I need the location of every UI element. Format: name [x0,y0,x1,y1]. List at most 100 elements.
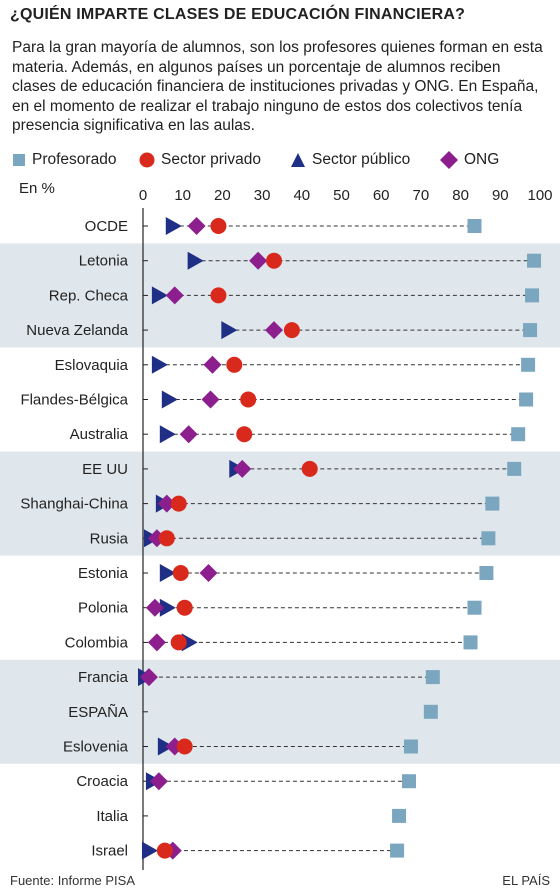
point-profesorado [523,323,538,338]
x-tick-label: 20 [214,187,231,204]
point-ong [203,355,222,374]
legend-square-icon [13,154,25,166]
x-tick-label: 0 [139,187,147,204]
point-profesorado [423,704,438,719]
legend-triangle-icon [291,153,305,167]
legend-label-publico: Sector público [312,151,411,168]
legend-item-ong: ONG [440,149,499,171]
legend-label-profesorado: Profesorado [32,151,117,168]
point-ong [249,251,268,270]
category-label: Eslovenia [63,739,129,756]
point-sector-publico [187,251,204,270]
point-sector-publico [165,217,182,235]
point-sector-publico [159,598,176,617]
point-profesorado [467,600,482,615]
point-ong [139,668,158,687]
point-sector-publico [151,355,168,374]
category-label: Colombia [65,634,129,651]
point-sector-privado [301,460,318,477]
point-sector-privado [226,356,243,373]
point-profesorado [511,427,526,442]
point-profesorado [521,357,536,372]
point-sector-publico [161,390,178,409]
point-profesorado [403,739,418,754]
category-label: Polonia [78,600,129,617]
point-profesorado [525,288,540,303]
y-unit-label: En % [19,180,55,197]
point-profesorado [401,774,416,789]
point-sector-privado [176,599,193,616]
category-label: Letonia [79,253,129,270]
category-label: Francia [78,669,129,686]
category-label: EE UU [82,461,128,478]
category-label: Flandes-Bélgica [20,392,128,409]
point-ong [265,321,284,340]
chart-plot: 0 10 20 30 40 50 60 70 80 90 100 OCDE Letonia Rep. Ch… [0,187,560,870]
category-label: Nueva Zelanda [26,322,128,339]
point-sector-privado [210,287,227,304]
point-profesorado [485,496,500,511]
point-sector-publico [151,286,168,305]
point-sector-privado [156,842,173,859]
category-label: Italia [96,808,128,825]
category-label: Rusia [90,530,129,547]
point-sector-privado [266,252,283,269]
point-sector-privado [240,391,257,408]
legend-diamond-icon [440,151,458,169]
point-ong [201,390,220,409]
point-sector-publico [159,564,176,582]
category-label: Eslovaquia [55,357,129,374]
legend-label-privado: Sector privado [161,151,261,168]
point-profesorado [481,531,496,546]
point-profesorado [463,635,478,650]
point-ong [179,425,198,444]
point-profesorado [507,461,522,476]
point-profesorado [527,253,542,268]
point-sector-publico [159,425,176,444]
x-tick-label: 60 [373,187,390,204]
point-sector-publico [221,321,238,340]
point-ong [145,598,164,617]
legend-item-privado: Sector privado [139,149,261,171]
x-tick-label: 70 [413,187,430,204]
category-label: Shanghai-China [20,496,128,513]
category-label: Estonia [78,565,129,582]
legend-item-publico: Sector público [290,149,410,171]
legend: Profesorado Sector privado Sector públic… [12,149,552,171]
point-sector-privado [210,218,227,234]
point-sector-privado [236,426,253,443]
point-profesorado [479,566,494,580]
chart-title: ¿QUIÉN IMPARTE CLASES DE EDUCACIÓN FINAN… [10,6,466,23]
brand-logo: EL PAÍS [502,873,550,888]
legend-item-profesorado: Profesorado [12,149,116,171]
point-profesorado [425,670,440,685]
point-sector-privado [283,322,300,339]
category-label: ESPAÑA [68,704,128,721]
point-ong [149,772,168,791]
category-label: OCDE [85,218,128,235]
point-sector-privado [158,530,175,547]
category-label: Croacia [76,773,128,790]
point-ong [165,286,184,305]
point-profesorado [390,843,405,858]
x-tick-label: 30 [254,187,271,204]
x-tick-label: 90 [492,187,509,204]
point-sector-publico [141,841,158,860]
category-label: Australia [70,426,129,443]
x-tick-label: 100 [527,187,552,204]
point-sector-privado [176,738,193,755]
point-ong [157,494,176,513]
x-tick-label: 50 [333,187,350,204]
point-ong [187,217,206,235]
point-sector-privado [170,495,187,512]
x-tick-label: 80 [452,187,469,204]
chart-description: Para la gran mayoría de alumnos, son los… [12,39,543,134]
point-ong [233,459,252,478]
point-sector-privado [170,634,187,651]
category-label: Rep. Checa [49,287,129,304]
x-tick-label: 40 [293,187,310,204]
point-ong [199,564,218,582]
source-note: Fuente: Informe PISA [10,873,136,888]
point-profesorado [467,219,482,233]
legend-label-ong: ONG [464,151,500,168]
